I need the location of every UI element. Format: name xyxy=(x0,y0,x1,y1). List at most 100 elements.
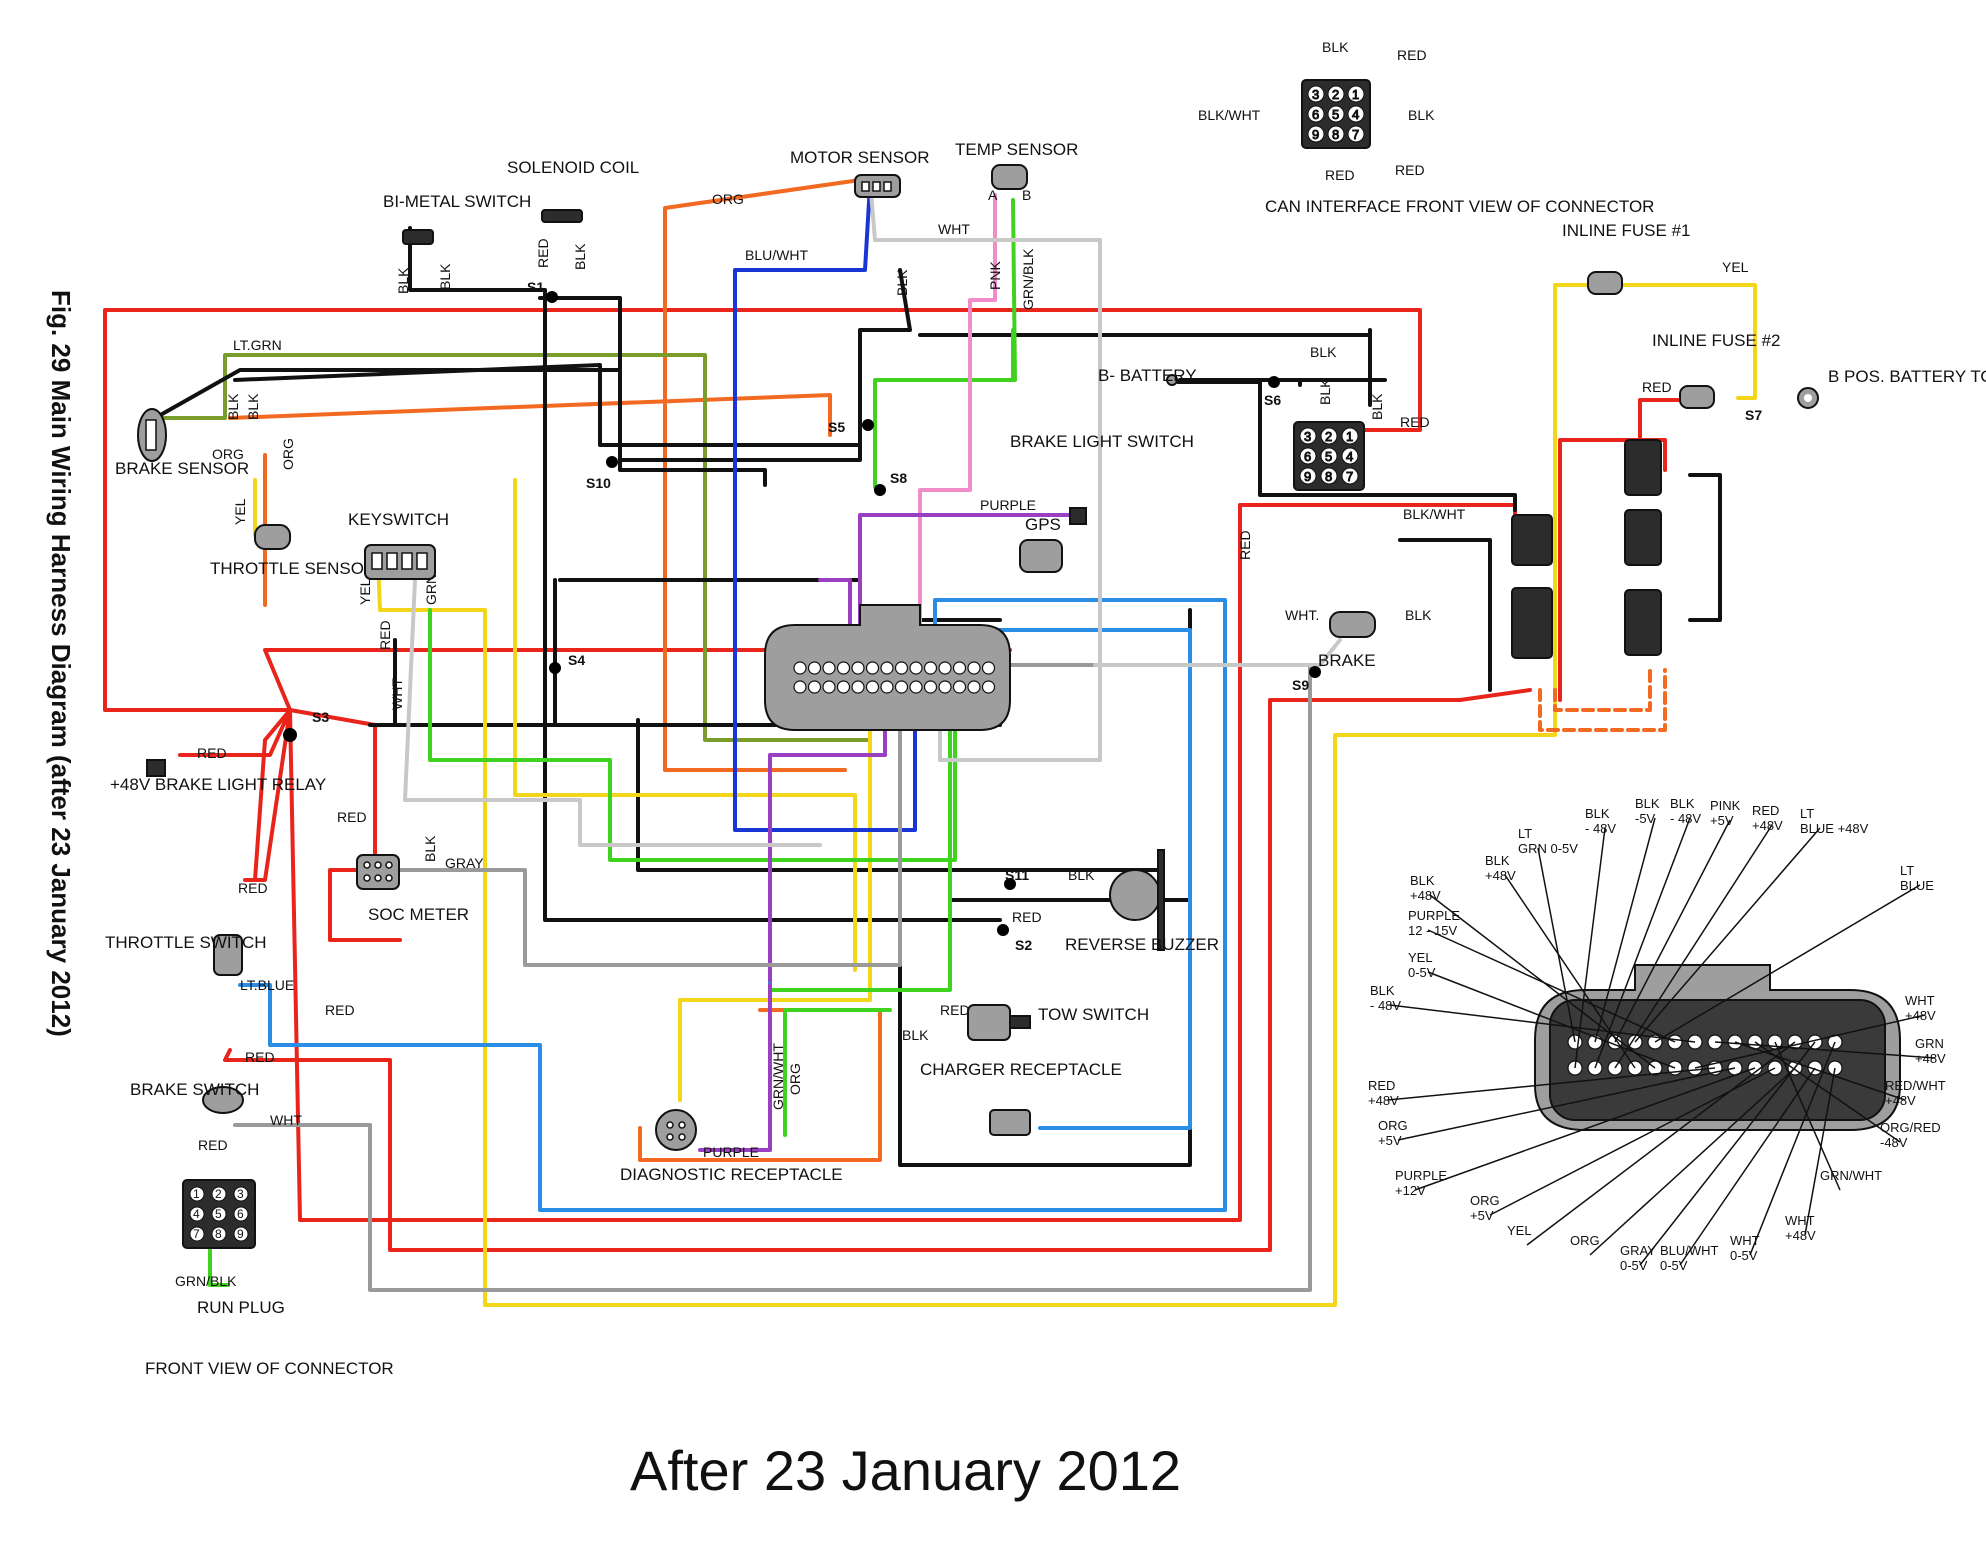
inline-fuse-1: INLINE FUSE #1 xyxy=(1562,221,1691,295)
brake-switch-label: BRAKE SWITCH xyxy=(130,1080,259,1099)
wire-fuse-black xyxy=(1688,473,1722,622)
wire-gray-1 xyxy=(398,708,902,967)
pinout-label: YEL xyxy=(1507,1223,1532,1238)
can-interface-label: CAN INTERFACE FRONT VIEW OF CONNECTOR xyxy=(1265,197,1654,216)
wire-harness-right xyxy=(1538,668,1667,732)
splice-label: S10 xyxy=(586,475,611,491)
wire-label: BLK xyxy=(225,393,241,420)
wire-black-3 xyxy=(918,328,1517,512)
can-pin-number: 8 xyxy=(1332,127,1339,142)
battery-connector-pin xyxy=(1299,427,1317,445)
splice-dot xyxy=(997,924,1009,936)
solenoid-coil: SOLENOID COIL xyxy=(507,158,639,223)
wire-red-lower xyxy=(223,688,1532,1252)
run-plug: 1 2 3 4 5 6 7 8 9 RUN PLUG FRONT VIEW OF… xyxy=(145,1179,394,1378)
pinout-leader xyxy=(1397,1067,1736,1141)
splice-labels: S1 S2 S3 S4 S5 S6 S7 S8 S9 S10 S11 xyxy=(312,279,1762,953)
b-battery-label: B- BATTERY xyxy=(1098,366,1197,385)
splice-label: S2 xyxy=(1015,937,1032,953)
splice-dot xyxy=(1004,878,1016,890)
can-wire-label: RED xyxy=(1325,167,1355,183)
reverse-buzzer-label: REVERSE BUZZER xyxy=(1065,935,1219,954)
brake-light-relay-label: +48V BRAKE LIGHT RELAY xyxy=(110,775,326,794)
battery-connector-pin xyxy=(1320,447,1338,465)
splice-label: S5 xyxy=(828,419,845,435)
pinout-leader xyxy=(1427,929,1676,1043)
battery-connector-9pin: 3 2 1 6 5 4 9 8 7 xyxy=(1293,421,1365,491)
pinout-label: RED +48V xyxy=(1368,1078,1399,1108)
splice-dot xyxy=(862,419,874,431)
soc-meter-label: SOC METER xyxy=(368,905,469,924)
pinout-label: BLK -5V xyxy=(1635,796,1660,826)
can-pin-number: 6 xyxy=(1312,107,1319,122)
can-pin xyxy=(1307,105,1325,123)
can-wire-label: BLK/WHT xyxy=(1198,107,1261,123)
pinout-label: GRN/WHT xyxy=(1820,1168,1882,1183)
wire-label: LT.GRN xyxy=(233,337,282,353)
wire-label: GRN/BLK xyxy=(1020,248,1036,310)
wire-label: GRN/WHT xyxy=(770,1043,786,1110)
can-pin-number: 5 xyxy=(1332,107,1339,122)
can-pin xyxy=(1347,85,1365,103)
wire-black-1 xyxy=(408,226,1002,922)
run-plug-pin: 8 xyxy=(215,1227,222,1241)
wire-blue-1 xyxy=(733,183,917,832)
wire-label: PURPLE xyxy=(980,497,1036,513)
pinout-label: ORG +5V xyxy=(1470,1193,1500,1223)
battery-connector-pin xyxy=(1341,467,1359,485)
wire-label: GRN xyxy=(423,574,439,605)
wire-label: RED xyxy=(377,620,393,650)
can-pin-number: 2 xyxy=(1332,87,1339,102)
pinout-leader xyxy=(1387,1067,1716,1101)
pinout-label: LT BLUE xyxy=(1900,863,1934,893)
wire-gray-2 xyxy=(233,663,1312,1292)
pinout-leader xyxy=(1714,1041,1936,1059)
diagnostic-receptacle: DIAGNOSTIC RECEPTACLE xyxy=(620,1109,843,1184)
brake-light-switch-label: BRAKE LIGHT SWITCH xyxy=(1010,432,1194,451)
battery-connector-pin-number: 7 xyxy=(1346,469,1353,484)
pinout-label: YEL 0-5V xyxy=(1408,950,1436,980)
controller-pin xyxy=(938,661,952,675)
controller-pin xyxy=(909,680,923,694)
figure-caption: Fig. 29 Main Wiring Harness Diagram (aft… xyxy=(46,290,76,1037)
controller-pin xyxy=(967,680,981,694)
wire-red-s3 xyxy=(178,648,1012,942)
splice-label: S6 xyxy=(1264,392,1281,408)
can-interface-connector: 3 2 1 6 5 4 9 8 7 CAN INTERFACE FRONT VIEW OF CO… xyxy=(1198,39,1654,216)
throttle-sensor: THROTTLE SENSOR xyxy=(210,524,376,578)
pinout-label: RED/WHT +48V xyxy=(1885,1078,1946,1108)
inline-fuse-2-label: INLINE FUSE #2 xyxy=(1652,331,1781,350)
pinout-leader xyxy=(1614,819,1731,1043)
wire-label: GRN/BLK xyxy=(175,1273,237,1289)
wire-green-2 xyxy=(208,608,957,1287)
controller-pin xyxy=(836,661,851,675)
controller-pin xyxy=(822,661,836,675)
can-pin-number: 3 xyxy=(1312,87,1319,102)
temp-sensor: TEMP SENSOR A B xyxy=(955,140,1078,203)
wire-label: RED xyxy=(197,745,227,761)
splice-label: S1 xyxy=(527,279,544,295)
wire-label: BLK xyxy=(395,267,411,294)
splice-dot xyxy=(1268,376,1280,388)
can-pin-number: 7 xyxy=(1352,127,1359,142)
can-pin-number: 1 xyxy=(1352,87,1359,102)
brake-light-switch: BRAKE LIGHT SWITCH xyxy=(1010,432,1194,525)
run-plug-pin: 1 xyxy=(193,1187,200,1201)
controller-pin xyxy=(865,661,880,675)
pinout-leader xyxy=(1734,1041,1906,1101)
pinout-label: BLU/WHT 0-5V xyxy=(1660,1243,1719,1273)
pinout-leader xyxy=(1414,1067,1756,1191)
controller-pin xyxy=(836,680,851,694)
bimetal-switch: BI-METAL SWITCH xyxy=(383,192,531,245)
wire-label: ORG xyxy=(280,438,296,470)
wire-yellow-2 xyxy=(253,283,1757,1102)
wire-label: RED xyxy=(238,880,268,896)
battery-connector-pin xyxy=(1320,427,1338,445)
throttle-switch-label: THROTTLE SWITCH xyxy=(105,933,267,952)
pinout-label: LT GRN 0-5V xyxy=(1518,826,1578,856)
pinout-leader xyxy=(1526,1041,1796,1246)
charger-receptacle: CHARGER RECEPTACLE xyxy=(920,1060,1122,1136)
wire-label: GRAY xyxy=(445,855,484,871)
wire-label: BLU/WHT xyxy=(745,247,808,263)
pinout-label: BLK - 48V xyxy=(1670,796,1701,826)
